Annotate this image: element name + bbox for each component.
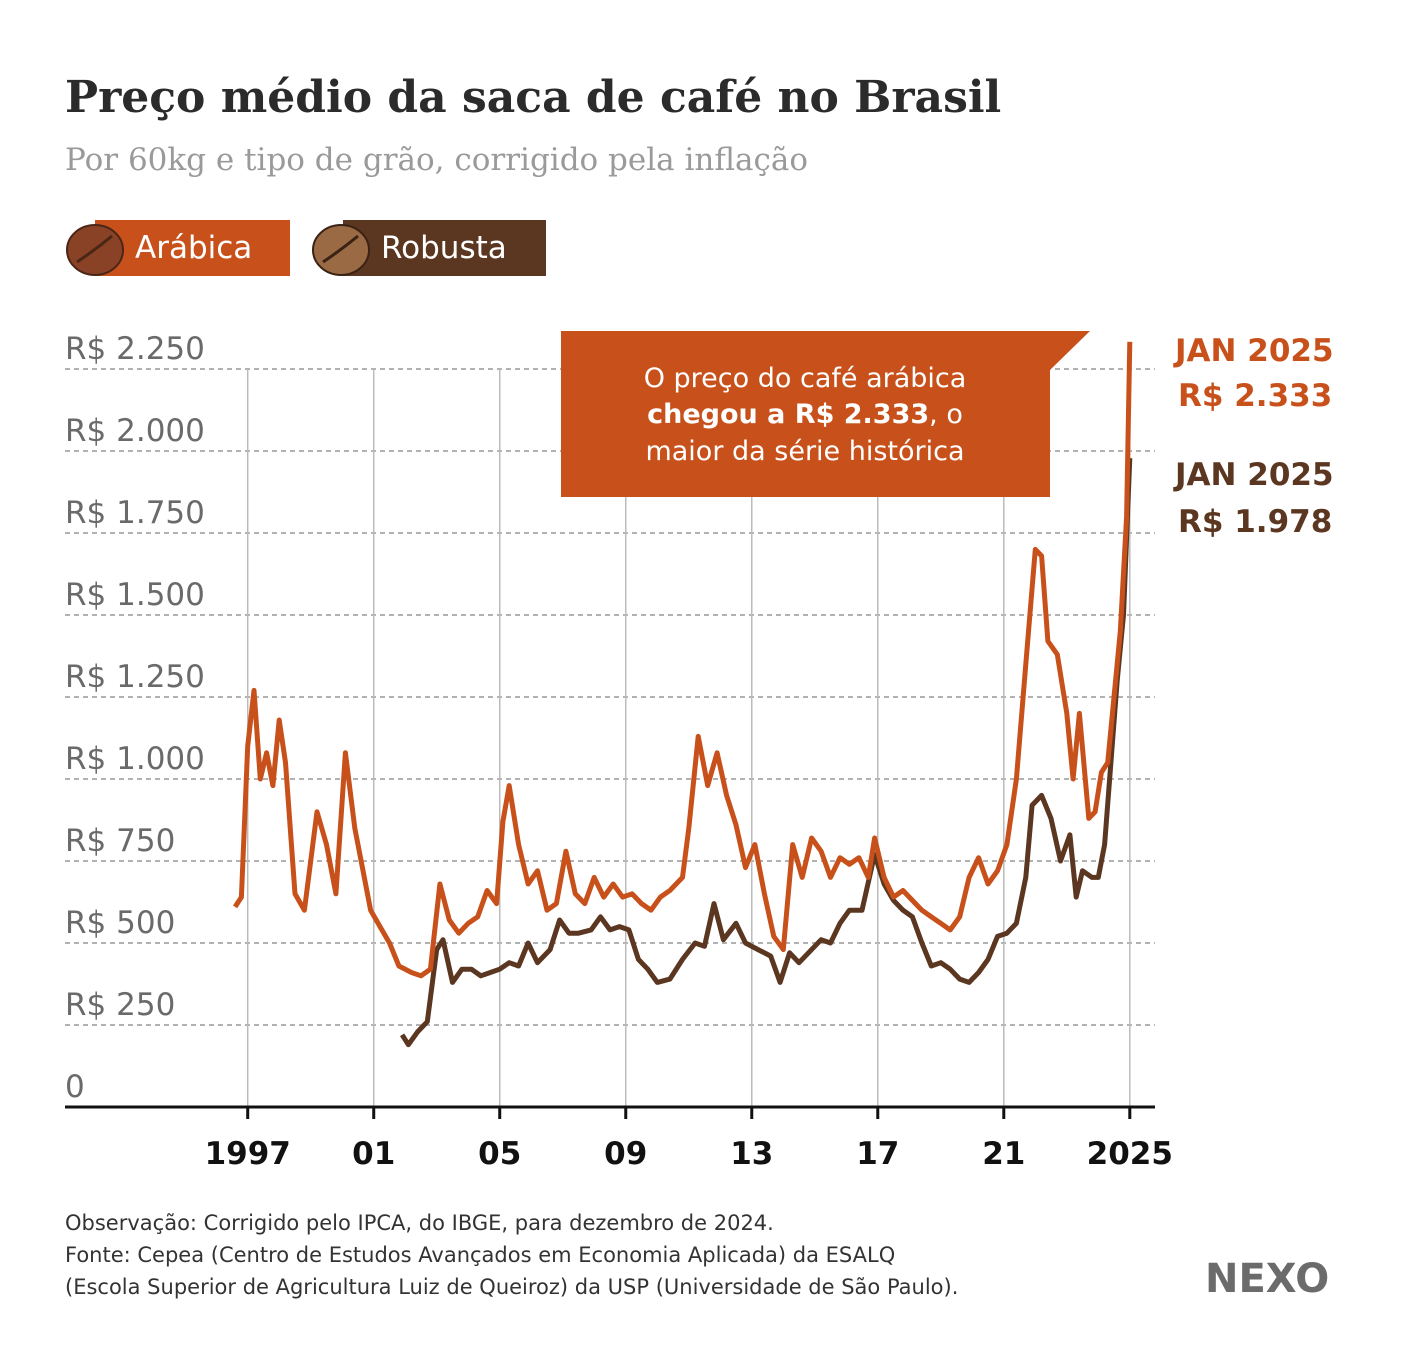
legend-box	[343, 220, 546, 276]
chart-subtitle: Por 60kg e tipo de grão, corrigido pela …	[65, 142, 808, 178]
end-label-date: JAN 2025	[1173, 333, 1334, 369]
y-tick-label: R$ 1.500	[65, 577, 205, 613]
y-tick-label: R$ 1.250	[65, 659, 205, 695]
x-tick-label: 1997	[205, 1136, 291, 1172]
bean-crease	[76, 234, 113, 264]
legend-box	[95, 220, 290, 276]
y-tick-label: R$ 750	[65, 823, 175, 859]
end-label-date: JAN 2025	[1173, 457, 1334, 493]
annotation-bold: chegou a R$ 2.333	[647, 399, 929, 430]
legend-label: Robusta	[381, 230, 507, 266]
end-label-value: R$ 2.333	[1178, 378, 1332, 414]
annotation-text: , o	[929, 399, 963, 430]
x-tick-label: 21	[982, 1136, 1025, 1172]
end-label-value: R$ 1.978	[1178, 504, 1332, 540]
y-tick-label: R$ 1.000	[65, 741, 205, 777]
x-tick-label: 09	[604, 1136, 647, 1172]
y-tick-label: 0	[65, 1069, 85, 1105]
annotation-text: maior da série histórica	[645, 436, 964, 467]
logo: NEXO	[1205, 1256, 1329, 1302]
data-line	[399, 458, 1133, 1048]
chart-title: Preço médio da saca de café no Brasil	[65, 72, 1001, 123]
y-tick-label: R$ 2.250	[65, 331, 205, 367]
note: Observação: Corrigido pelo IPCA, do IBGE…	[65, 1211, 774, 1235]
x-tick-label: 17	[856, 1136, 899, 1172]
annotation-box	[561, 331, 1090, 497]
annotation-text: O preço do café arábica	[644, 363, 967, 394]
annotation-text: chegou a R$ 2.333, o	[647, 399, 963, 430]
y-tick-label: R$ 2.000	[65, 413, 205, 449]
x-tick-label: 01	[352, 1136, 395, 1172]
source: Fonte: Cepea (Centro de Estudos Avançado…	[65, 1243, 895, 1267]
x-tick-label: 05	[478, 1136, 521, 1172]
y-tick-label: R$ 500	[65, 905, 175, 941]
y-tick-label: R$ 250	[65, 987, 175, 1023]
data-line	[232, 341, 1133, 979]
bean-crease	[322, 234, 359, 264]
y-tick-label: R$ 1.750	[65, 495, 205, 531]
x-tick-label: 13	[730, 1136, 773, 1172]
legend-label: Arábica	[135, 230, 252, 266]
source: (Escola Superior de Agricultura Luiz de …	[65, 1275, 958, 1299]
x-tick-label: 2025	[1087, 1136, 1173, 1172]
